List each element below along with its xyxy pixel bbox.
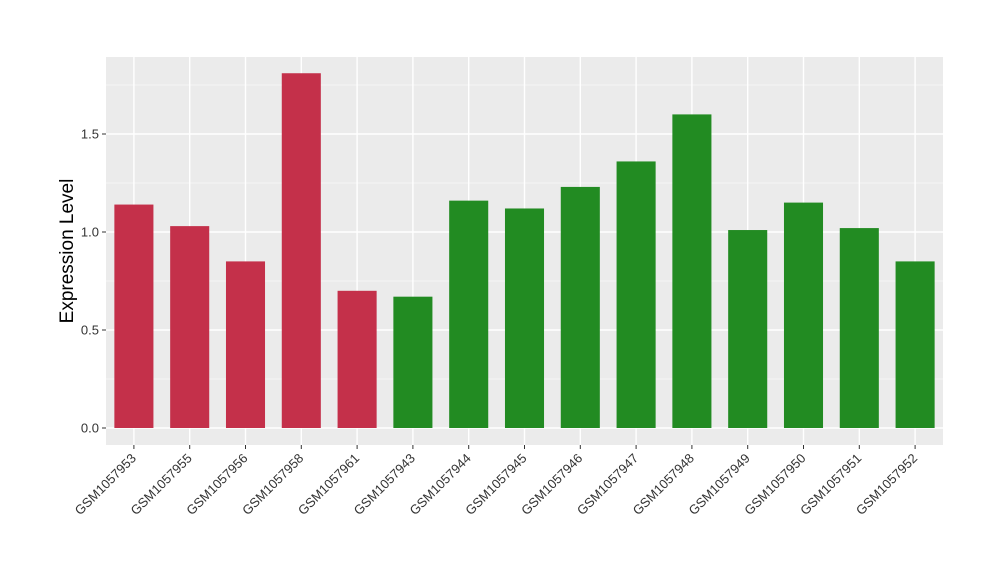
bars (114, 73, 935, 429)
bar (337, 290, 377, 428)
bar (504, 208, 545, 428)
bar (281, 73, 321, 429)
y-tick-label: 1.0 (81, 225, 99, 240)
bar (114, 204, 154, 428)
bar (560, 186, 600, 428)
bar (393, 296, 433, 428)
bar (728, 230, 768, 428)
bar (895, 261, 935, 428)
bar (839, 228, 879, 428)
bar (170, 226, 210, 428)
bar (783, 202, 824, 428)
bar (616, 161, 656, 428)
bar (449, 200, 489, 428)
y-tick-label: 1.5 (81, 127, 99, 142)
bar (672, 114, 712, 429)
y-axis-label: Expression Level (57, 179, 78, 324)
y-tick-label: 0.5 (81, 323, 99, 338)
bar (225, 261, 266, 428)
y-tick-label: 0.0 (81, 421, 99, 436)
